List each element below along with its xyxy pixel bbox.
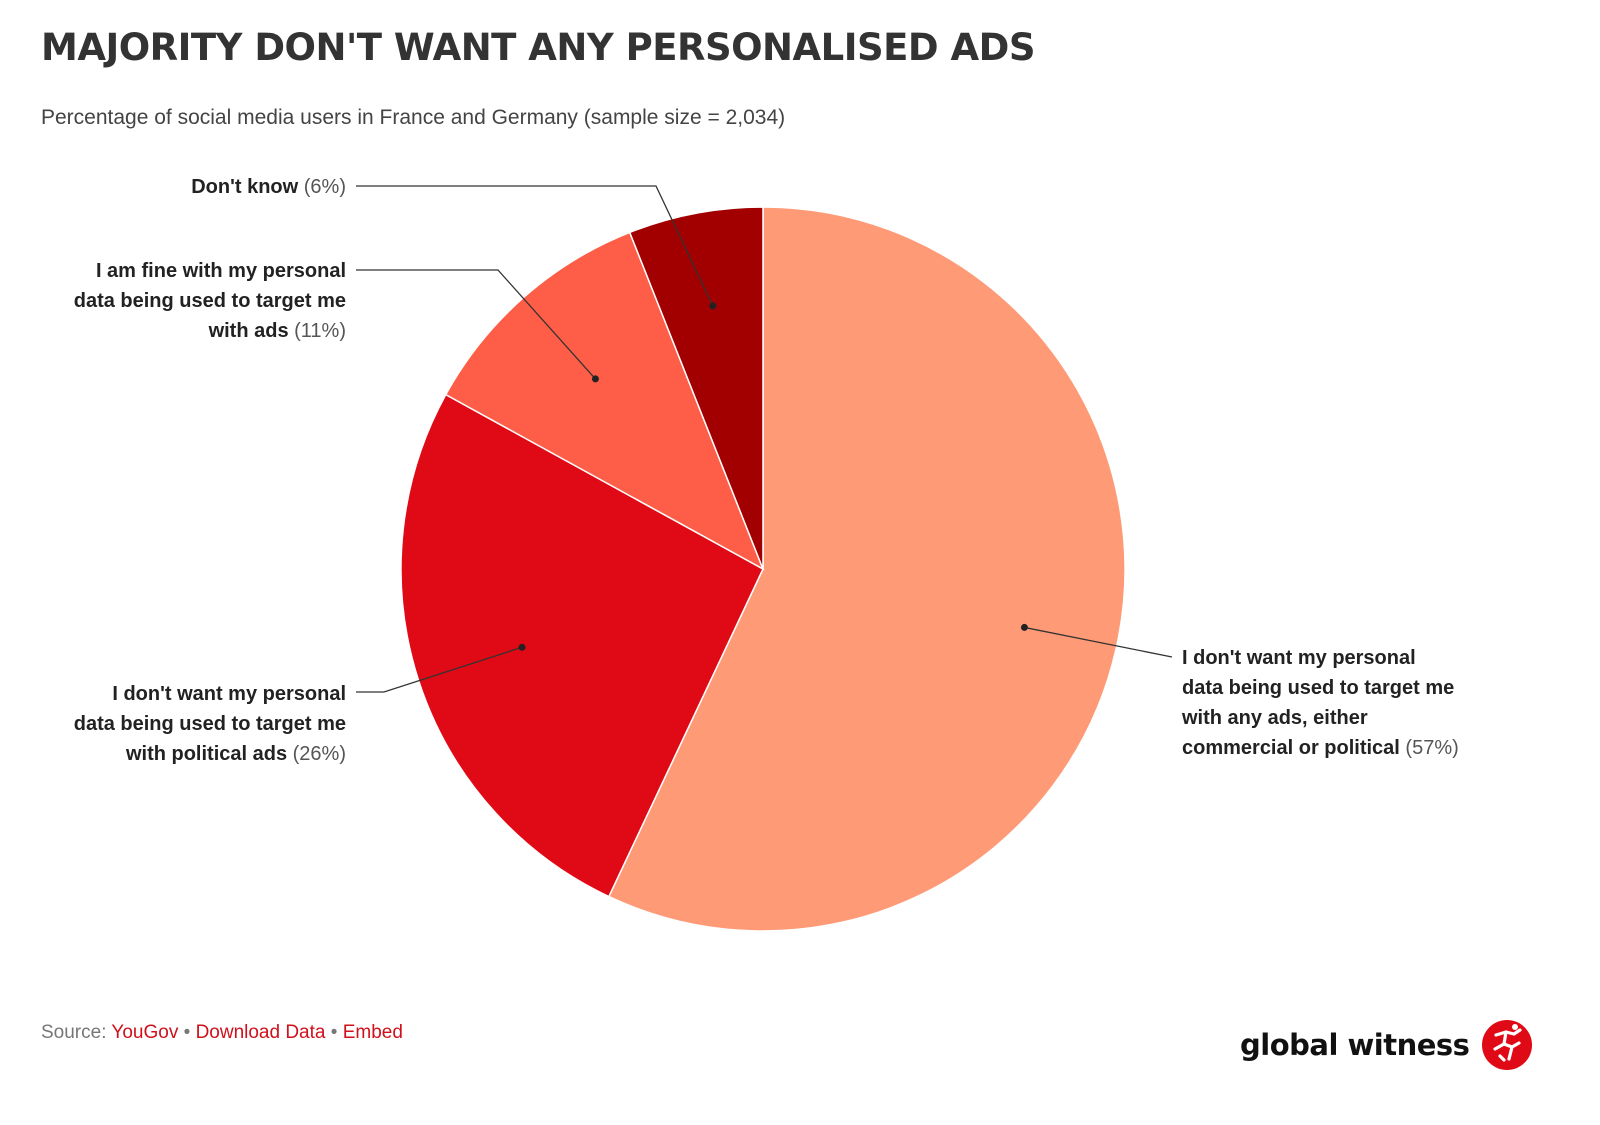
brand[interactable]: global witness (1240, 1015, 1533, 1075)
pie-slice[interactable] (628, 206, 764, 570)
slice-label-name: I don't want my personal (112, 683, 346, 705)
slice-label-name: Don't know (191, 176, 299, 198)
chart-subtitle: Percentage of social media users in Fran… (41, 106, 786, 129)
slice-label-value: (11%) (288, 320, 346, 342)
slice-label: I don't want my personal data being used … (1182, 643, 1459, 763)
slice-label-line: I am fine with my personal (74, 256, 346, 286)
slice-label-name: data being used to target me (1182, 677, 1455, 699)
slice-label-value: (57%) (1399, 737, 1459, 759)
slice-label-name: with any ads, either (1182, 707, 1368, 729)
slice-label-name: commercial or political (1182, 737, 1400, 759)
slice-label-line: data being used to target me (74, 709, 346, 739)
leader-dot (1020, 623, 1028, 631)
embed-link[interactable]: Embed (342, 1022, 403, 1043)
pie-slice[interactable] (444, 231, 765, 571)
pie-slices (400, 206, 1126, 932)
slice-label-name: with ads (208, 320, 289, 342)
pie-slice[interactable] (607, 206, 1126, 932)
source-label: Source: (41, 1022, 107, 1043)
download-data-link[interactable]: Download Data (195, 1022, 326, 1043)
leader-line (356, 646, 523, 693)
slice-label: I don't want my personal data being used … (74, 679, 346, 769)
slice-label-value: (6%) (298, 176, 346, 198)
pie-chart (356, 185, 1173, 932)
slice-label-line: I don't want my personal (74, 679, 346, 709)
slice-label-line: commercial or political (57%) (1182, 733, 1459, 763)
footer-separator: • (330, 1022, 338, 1043)
slice-label-line: Don't know (6%) (191, 172, 346, 202)
chart-footer: Source: YouGov • Download Data • Embed (41, 1022, 403, 1044)
slice-label-line: with political ads (26%) (74, 739, 346, 769)
footer-separator: • (183, 1022, 191, 1043)
slice-label-name: I am fine with my personal (95, 260, 346, 282)
slice-label-line: with any ads, either (1182, 703, 1459, 733)
source-link[interactable]: YouGov (111, 1022, 179, 1043)
slice-label-name: I don't want my personal (1182, 647, 1416, 669)
slice-label-line: with ads (11%) (74, 316, 346, 346)
chart-title: MAJORITY DON'T WANT ANY PERSONALISED ADS (41, 26, 1036, 69)
brand-name: global witness (1240, 1028, 1470, 1062)
slice-label: I am fine with my personal data being use… (74, 256, 346, 346)
leader-dot (591, 375, 599, 383)
leader-dot (709, 302, 717, 310)
leader-lines (356, 185, 1173, 693)
slice-label-name: data being used to target me (73, 290, 346, 312)
slice-label-line: data being used to target me (1182, 673, 1459, 703)
leader-line (356, 269, 596, 380)
slice-label-value: (26%) (287, 743, 346, 765)
slice-label-name: data being used to target me (73, 713, 346, 735)
leader-dot (518, 643, 526, 651)
leader-line (356, 185, 714, 307)
slice-label-name: with political ads (125, 743, 288, 765)
slice-label-line: data being used to target me (74, 286, 346, 316)
global-witness-logo-icon (1482, 1020, 1533, 1070)
slice-label-line: I don't want my personal (1182, 643, 1459, 673)
slice-label: Don't know (6%) (191, 172, 346, 202)
leader-line (1024, 626, 1173, 658)
